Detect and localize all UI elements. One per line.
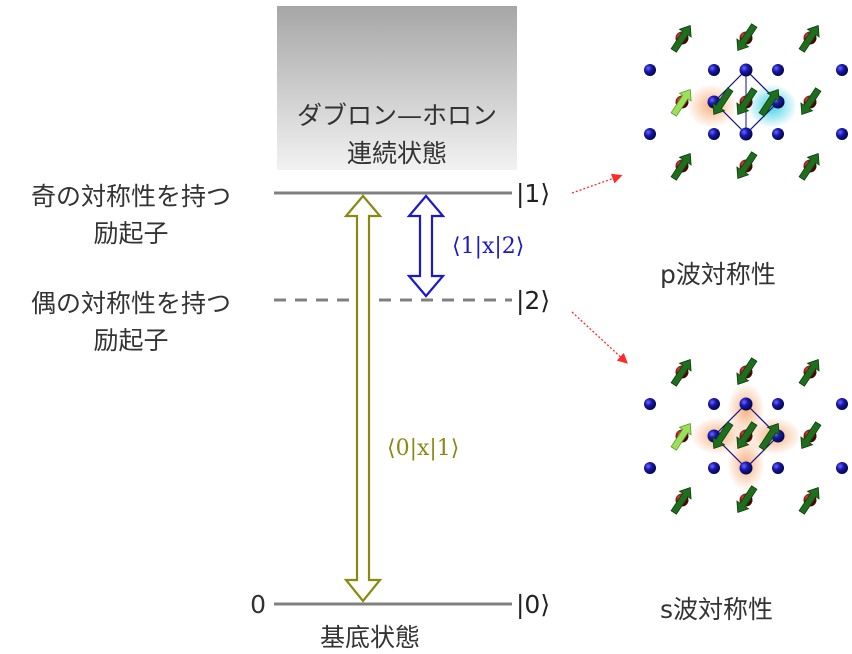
spin-arrow [736,87,758,116]
matrix-element-0-1: ⟨0|x|1⟩ [387,436,460,461]
oxygen-atom [739,461,753,475]
oxygen-atom [644,462,656,474]
odd-exciton-label-line1: 奇の対称性を持つ [30,182,231,211]
spin-arrow [798,25,820,53]
oxygen-atom [772,64,784,76]
transition-arrow-1-2 [406,194,446,298]
oxygen-atom [772,462,784,474]
spin-arrow [736,421,758,449]
s-wave-caption: s波対称性 [660,590,773,626]
transition-arrow-0-1 [343,194,383,603]
oxygen-atom [708,398,720,410]
p-wave-letter: p [660,260,676,289]
oxygen-atom [836,462,848,474]
oxygen-atom [836,398,848,410]
flipped-spin-arrow [670,88,692,117]
oxygen-atom [644,64,656,76]
spin-arrow [670,25,692,53]
spin-arrow [800,421,822,449]
p-wave-text: 波対称性 [675,260,776,289]
lattice-panel-s-wave [644,357,848,515]
spin-arrow [758,88,780,117]
matrix-element-1-2: ⟨1|x|2⟩ [452,234,525,259]
cyan-charge-cloud [748,85,796,127]
oxygen-atom [739,397,753,411]
flipped-spin-arrow [670,423,692,451]
s-wave-text: 波対称性 [673,595,774,624]
oxygen-atom [708,128,720,140]
spin-arrow [670,487,692,515]
even-exciton-label-line1: 偶の対称性を持つ [30,289,231,318]
oxygen-atom [739,63,753,77]
spin-arrow [712,87,734,116]
spin-arrow [798,153,820,181]
ground-energy-zero: 0 [250,590,266,619]
ket-1: |1⟩ [516,179,551,208]
oxygen-atom [644,128,656,140]
lattice-panel-p-wave [644,23,848,181]
s-wave-letter: s [660,595,674,624]
pointer-to-p-panel [571,173,623,194]
spin-arrow [670,359,692,387]
oxygen-atom [836,64,848,76]
ket-2: |2⟩ [516,286,551,315]
spin-arrow [670,153,692,181]
ket-0: |0⟩ [516,590,551,619]
odd-exciton-label-line2: 励起子 [93,219,169,248]
pointer-to-s-panel [571,311,628,364]
spin-arrow [798,359,820,387]
oxygen-atom [772,128,784,140]
continuum-label-line1: ダブロン—ホロン [296,101,497,130]
oxygen-atom [739,127,753,141]
continuum-band [277,6,517,170]
spin-arrow [712,421,734,449]
spin-arrow [758,423,780,451]
even-exciton-label-line2: 励起子 [93,326,169,355]
spin-arrow [736,357,758,385]
spin-arrow [798,487,820,515]
oxygen-atom [708,462,720,474]
spin-arrow [800,87,822,116]
oxygen-atom [836,128,848,140]
continuum-label-line2: 連続状態 [346,139,447,168]
spin-arrow [736,23,758,52]
p-wave-caption: p波対称性 [660,255,776,291]
oxygen-atom [772,398,784,410]
oxygen-atom [708,64,720,76]
spin-arrow [736,151,758,179]
ground-state-caption: 基底状態 [320,623,421,652]
spin-arrow [736,485,758,514]
oxygen-atom [644,398,656,410]
